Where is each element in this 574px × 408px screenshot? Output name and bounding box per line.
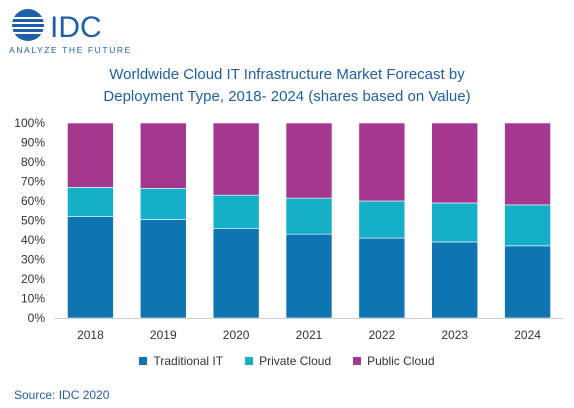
bar-segment-public-cloud	[504, 122, 551, 206]
bar-segment-private-cloud	[358, 200, 406, 239]
legend-item-private-cloud: Private Cloud	[245, 354, 331, 368]
y-tick-label: 50%	[21, 214, 45, 228]
legend-swatch-public-cloud	[353, 357, 362, 365]
legend-swatch-traditional-it	[139, 357, 148, 365]
chart-title-line-2: Deployment Type, 2018- 2024 (shares base…	[103, 88, 471, 105]
logo-tagline: ANALYZE THE FUTURE	[9, 45, 132, 55]
y-tick-label: 30%	[21, 253, 45, 267]
x-tick-label: 2024	[514, 328, 541, 342]
y-tick-label: 40%	[21, 233, 45, 247]
legend-item-traditional-it: Traditional IT	[139, 354, 223, 368]
y-tick-label: 60%	[21, 194, 45, 208]
x-tick-label: 2020	[223, 328, 250, 342]
x-tick-label: 2018	[77, 328, 104, 342]
idc-logo: IDC ANALYZE THE FUTURE	[9, 9, 132, 55]
y-tick-label: 10%	[21, 292, 45, 306]
y-tick-label: 0%	[28, 311, 46, 325]
y-axis: 0% 10% 20% 30% 40% 50% 60% 70% 80% 90% 100%	[14, 116, 45, 325]
bar-segment-private-cloud	[431, 202, 479, 243]
bar-segment-private-cloud	[212, 194, 260, 229]
bar-segment-public-cloud	[139, 122, 187, 189]
bar-segment-traditional-it	[285, 233, 333, 319]
bars	[67, 122, 551, 319]
bar-segment-public-cloud	[285, 122, 333, 199]
source-note: Source: IDC 2020	[14, 388, 110, 402]
globe-icon	[10, 9, 46, 41]
legend-label-traditional-it: Traditional IT	[153, 354, 224, 368]
bar-segment-public-cloud	[358, 122, 406, 202]
legend-label-public-cloud: Public Cloud	[367, 354, 435, 368]
x-tick-label: 2023	[441, 328, 468, 342]
bar-segment-private-cloud	[285, 197, 333, 235]
y-tick-label: 80%	[21, 155, 45, 169]
bar-segment-public-cloud	[67, 122, 114, 188]
bar-segment-traditional-it	[431, 241, 479, 319]
bar-segment-public-cloud	[212, 122, 260, 196]
chart-title-line-1: Worldwide Cloud IT Infrastructure Market…	[109, 66, 465, 83]
bar-segment-traditional-it	[139, 219, 187, 319]
legend-label-private-cloud: Private Cloud	[259, 354, 332, 368]
bar-segment-traditional-it	[504, 245, 551, 319]
bar-segment-traditional-it	[67, 216, 114, 319]
y-tick-label: 70%	[21, 175, 45, 189]
y-tick-label: 100%	[14, 116, 45, 130]
bar-segment-private-cloud	[139, 188, 187, 220]
y-tick-label: 20%	[21, 272, 45, 286]
bar-segment-public-cloud	[431, 122, 479, 204]
x-axis: 2018 2019 2020 2021 2022 2023 2024	[54, 318, 564, 342]
bar-segment-traditional-it	[358, 237, 406, 319]
legend-item-public-cloud: Public Cloud	[353, 354, 435, 368]
legend: Traditional IT Private Cloud Public Clou…	[0, 354, 574, 368]
x-tick-label: 2022	[369, 328, 396, 342]
bar-segment-traditional-it	[212, 228, 260, 319]
x-tick-label: 2021	[296, 328, 323, 342]
bar-segment-private-cloud	[67, 187, 114, 217]
logo-brand: IDC	[50, 11, 102, 44]
x-tick-label: 2019	[150, 328, 177, 342]
bar-segment-private-cloud	[504, 204, 551, 247]
legend-swatch-private-cloud	[245, 357, 254, 365]
y-tick-label: 90%	[21, 136, 45, 150]
